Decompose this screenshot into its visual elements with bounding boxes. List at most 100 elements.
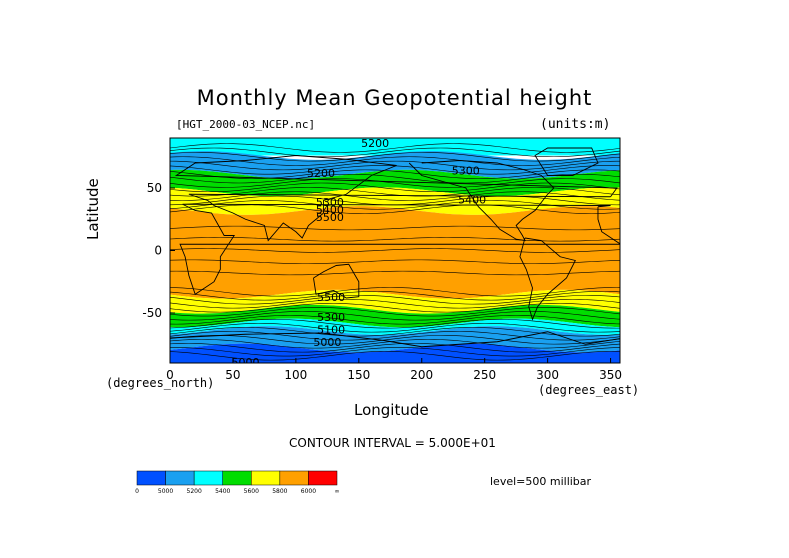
contour-line — [170, 339, 620, 349]
contour-line — [170, 259, 620, 264]
x-tick-label: 350 — [599, 368, 622, 382]
contour-line — [170, 200, 620, 210]
contour-line — [170, 187, 620, 197]
contour-label: 5000 — [232, 356, 260, 369]
colorbar-swatch — [136, 470, 166, 486]
coastline — [534, 147, 599, 176]
colorbar-label: ∞ — [335, 488, 340, 495]
contour-band — [170, 318, 620, 335]
colorbar-label: 6000 — [301, 488, 316, 495]
y-tick-label: 50 — [147, 181, 162, 195]
coastline — [313, 263, 360, 299]
contour-label: 5200 — [307, 167, 335, 180]
contour-label: 5300 — [317, 311, 345, 324]
contour-line — [170, 335, 620, 345]
contour-line — [170, 248, 620, 253]
contour-interval: CONTOUR INTERVAL = 5.000E+01 — [289, 436, 496, 450]
contour-line — [170, 237, 620, 242]
dataset-filename: [HGT_2000-03_NCEP.nc] — [176, 118, 316, 131]
contour-line — [170, 331, 620, 341]
contour-label: 5200 — [361, 137, 389, 150]
x-axis-units: (degrees_east) — [538, 383, 640, 397]
contour-label: 5000 — [313, 336, 341, 349]
contour-band — [170, 151, 620, 179]
contour-line — [170, 143, 620, 153]
contour-lines — [170, 143, 620, 361]
colorbar-swatch — [251, 470, 281, 486]
contour-band — [170, 138, 620, 156]
contour-line — [170, 303, 620, 313]
contour-band — [170, 289, 620, 314]
colorbar-swatch — [222, 470, 252, 486]
contour-label: 5500 — [316, 211, 344, 224]
contour-line — [170, 351, 620, 361]
x-tick-label: 150 — [347, 368, 370, 382]
x-tick-label: 250 — [473, 368, 496, 382]
colorbar-swatch — [308, 470, 338, 486]
contour-line — [170, 147, 620, 158]
contour-line — [170, 178, 620, 188]
contour-line — [170, 311, 620, 321]
colorbar-label: 5800 — [272, 488, 287, 495]
chart-title: Monthly Mean Geopotential height — [196, 86, 593, 110]
contour-line — [170, 225, 620, 231]
x-tick-label: 50 — [225, 368, 240, 382]
contour-line — [170, 307, 620, 317]
contour-label: 5400 — [316, 203, 344, 216]
contour-line — [170, 323, 620, 333]
contour-line — [170, 343, 620, 353]
colorbar-label: 5400 — [215, 488, 230, 495]
contour-band — [170, 304, 620, 328]
plot-frame — [169, 137, 621, 364]
contour-line — [170, 156, 620, 166]
contour-line — [170, 287, 620, 297]
contour-line — [170, 160, 620, 171]
colorbar-swatch — [279, 470, 309, 486]
contour-line — [170, 295, 620, 305]
colorbar-swatch — [193, 470, 223, 486]
contour-line — [170, 191, 620, 201]
contour-line — [170, 204, 620, 214]
units-label: (units:m) — [540, 117, 611, 132]
contour-band — [170, 326, 620, 353]
contour-fill — [170, 138, 620, 363]
contour-line — [170, 195, 620, 206]
x-tick-label: 100 — [284, 368, 307, 382]
contour-label: 5300 — [316, 196, 344, 209]
colorbar-swatch — [165, 470, 195, 486]
contour-line — [170, 169, 620, 179]
coastline — [170, 331, 620, 348]
contour-line — [170, 299, 620, 309]
contour-line — [170, 319, 620, 329]
y-tick-label: 0 — [154, 244, 162, 258]
level-label: level=500 millibar — [490, 475, 592, 488]
contour-label: 5100 — [317, 323, 345, 336]
contour-line — [170, 182, 620, 193]
contour-line — [170, 291, 620, 301]
contour-line — [170, 152, 620, 162]
contour-band — [170, 206, 620, 299]
x-axis-label: Longitude — [354, 401, 429, 419]
contour-band — [170, 343, 620, 363]
contour-label: 5500 — [317, 291, 345, 304]
contour-line — [170, 347, 620, 357]
coastline — [179, 203, 620, 295]
coastline — [519, 237, 576, 321]
contour-line — [170, 315, 620, 325]
colorbar-label: 5000 — [158, 488, 173, 495]
contour-line — [170, 173, 620, 184]
colorbar-label: 5600 — [244, 488, 259, 495]
x-tick-label: 200 — [410, 368, 433, 382]
colorbar-label: 0 — [135, 488, 139, 495]
x-tick-label: 300 — [536, 368, 559, 382]
y-axis-label: Latitude — [84, 178, 102, 240]
colorbar: 0 5000 5200 5400 5600 5800 6000 ∞ — [135, 470, 340, 495]
colorbar-label: 5200 — [187, 488, 202, 495]
contour-label: 5400 — [458, 193, 486, 206]
coastlines — [170, 147, 620, 348]
contour-line — [170, 270, 620, 276]
coastline — [174, 155, 618, 242]
